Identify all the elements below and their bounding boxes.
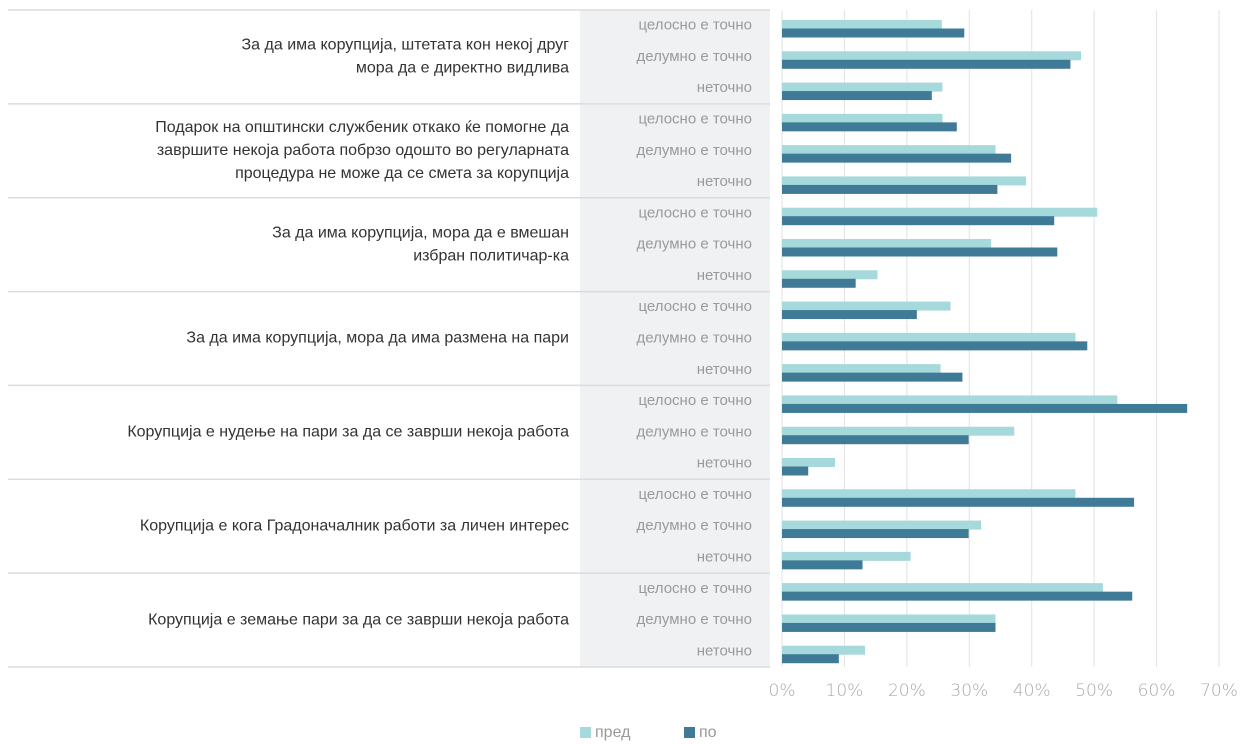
bar — [782, 270, 878, 280]
legend-label: пред — [595, 724, 631, 741]
bar — [782, 458, 836, 467]
category-label: целосно е точно — [639, 298, 753, 315]
group-label: Корупција е кога Градоначалник работи за… — [140, 517, 569, 534]
category-label: неточно — [697, 361, 752, 378]
bar — [782, 145, 996, 155]
x-tick-label: 10% — [826, 681, 864, 701]
category-label: делумно е точно — [637, 142, 752, 159]
bar — [782, 59, 1071, 69]
bar — [782, 332, 1076, 342]
category-label: целосно е точно — [639, 110, 753, 127]
category-label: неточно — [697, 267, 752, 284]
bar — [782, 403, 1188, 413]
category-label: целосно е точно — [639, 204, 753, 221]
bar — [782, 82, 943, 92]
bar — [782, 216, 1055, 226]
category-label: неточно — [697, 642, 752, 659]
category-label: делумно е точно — [637, 236, 752, 253]
category-label: целосно е точно — [639, 392, 753, 409]
group-label: За да има корупција, штетата кон некој д… — [242, 37, 570, 54]
bar — [782, 239, 992, 248]
group-label: Корупција е нудење на пари за да се завр… — [127, 424, 569, 441]
bar — [782, 489, 1076, 499]
bar — [782, 20, 942, 29]
group-label: завршите некоја работа побрзо одошто во … — [157, 142, 569, 159]
x-tick-label: 60% — [1138, 681, 1176, 701]
bar — [782, 91, 932, 101]
category-label: целосно е точно — [639, 17, 753, 34]
x-tick-label: 30% — [950, 681, 988, 701]
legend-swatch — [580, 727, 591, 738]
group-label: Подарок на општински службеник откако ќе… — [155, 119, 569, 136]
category-label: делумно е точно — [637, 423, 752, 440]
bar — [782, 614, 996, 624]
category-label: делумно е точно — [637, 611, 752, 628]
bar — [782, 583, 1103, 593]
bar — [782, 551, 911, 561]
bar — [782, 113, 943, 123]
x-tick-label: 0% — [769, 681, 796, 701]
bar — [782, 529, 969, 539]
bar — [782, 176, 1027, 186]
category-label: делумно е точно — [637, 329, 752, 346]
bar — [782, 372, 963, 382]
group-label: мора да е директно видлива — [356, 60, 569, 77]
bar — [782, 645, 866, 655]
bar — [782, 497, 1135, 507]
legend-swatch — [684, 727, 695, 738]
bar — [782, 153, 1012, 163]
bar — [782, 364, 941, 374]
category-label: неточно — [697, 455, 752, 472]
bar — [782, 435, 969, 445]
category-label: делумно е точно — [637, 48, 752, 65]
bar — [782, 654, 839, 664]
bar — [782, 247, 1058, 257]
bar — [782, 278, 856, 288]
bar — [782, 207, 1098, 217]
bar — [782, 51, 1082, 61]
bar — [782, 426, 1015, 436]
x-tick-label: 70% — [1200, 681, 1238, 701]
group-label: избран политичар-ка — [413, 247, 569, 264]
bar — [782, 395, 1118, 405]
category-label: неточно — [697, 548, 752, 565]
bar — [782, 591, 1133, 601]
group-label: процедура не може да се смета за корупци… — [235, 165, 569, 182]
group-label: За да има корупција, мора да има размена… — [186, 330, 569, 347]
group-label: Корупција е земање пари за да се заврши … — [148, 611, 569, 628]
bar — [782, 520, 982, 530]
bar — [782, 122, 957, 132]
bar — [782, 560, 863, 570]
label-band — [580, 10, 770, 667]
group-label: За да има корупција, мора да е вмешан — [272, 224, 569, 241]
bar — [782, 28, 965, 38]
x-tick-label: 20% — [888, 681, 926, 701]
x-tick-label: 40% — [1013, 681, 1051, 701]
bar — [782, 184, 998, 194]
category-label: целосно е точно — [639, 486, 753, 503]
bar — [782, 301, 951, 311]
category-label: делумно е точно — [637, 517, 752, 534]
category-label: неточно — [697, 173, 752, 190]
x-tick-label: 50% — [1075, 681, 1113, 701]
bar — [782, 310, 917, 320]
legend-label: по — [699, 724, 717, 741]
bar — [782, 622, 996, 632]
bar — [782, 466, 809, 476]
category-label: неточно — [697, 79, 752, 96]
bar — [782, 341, 1088, 351]
category-label: целосно е точно — [639, 580, 753, 597]
